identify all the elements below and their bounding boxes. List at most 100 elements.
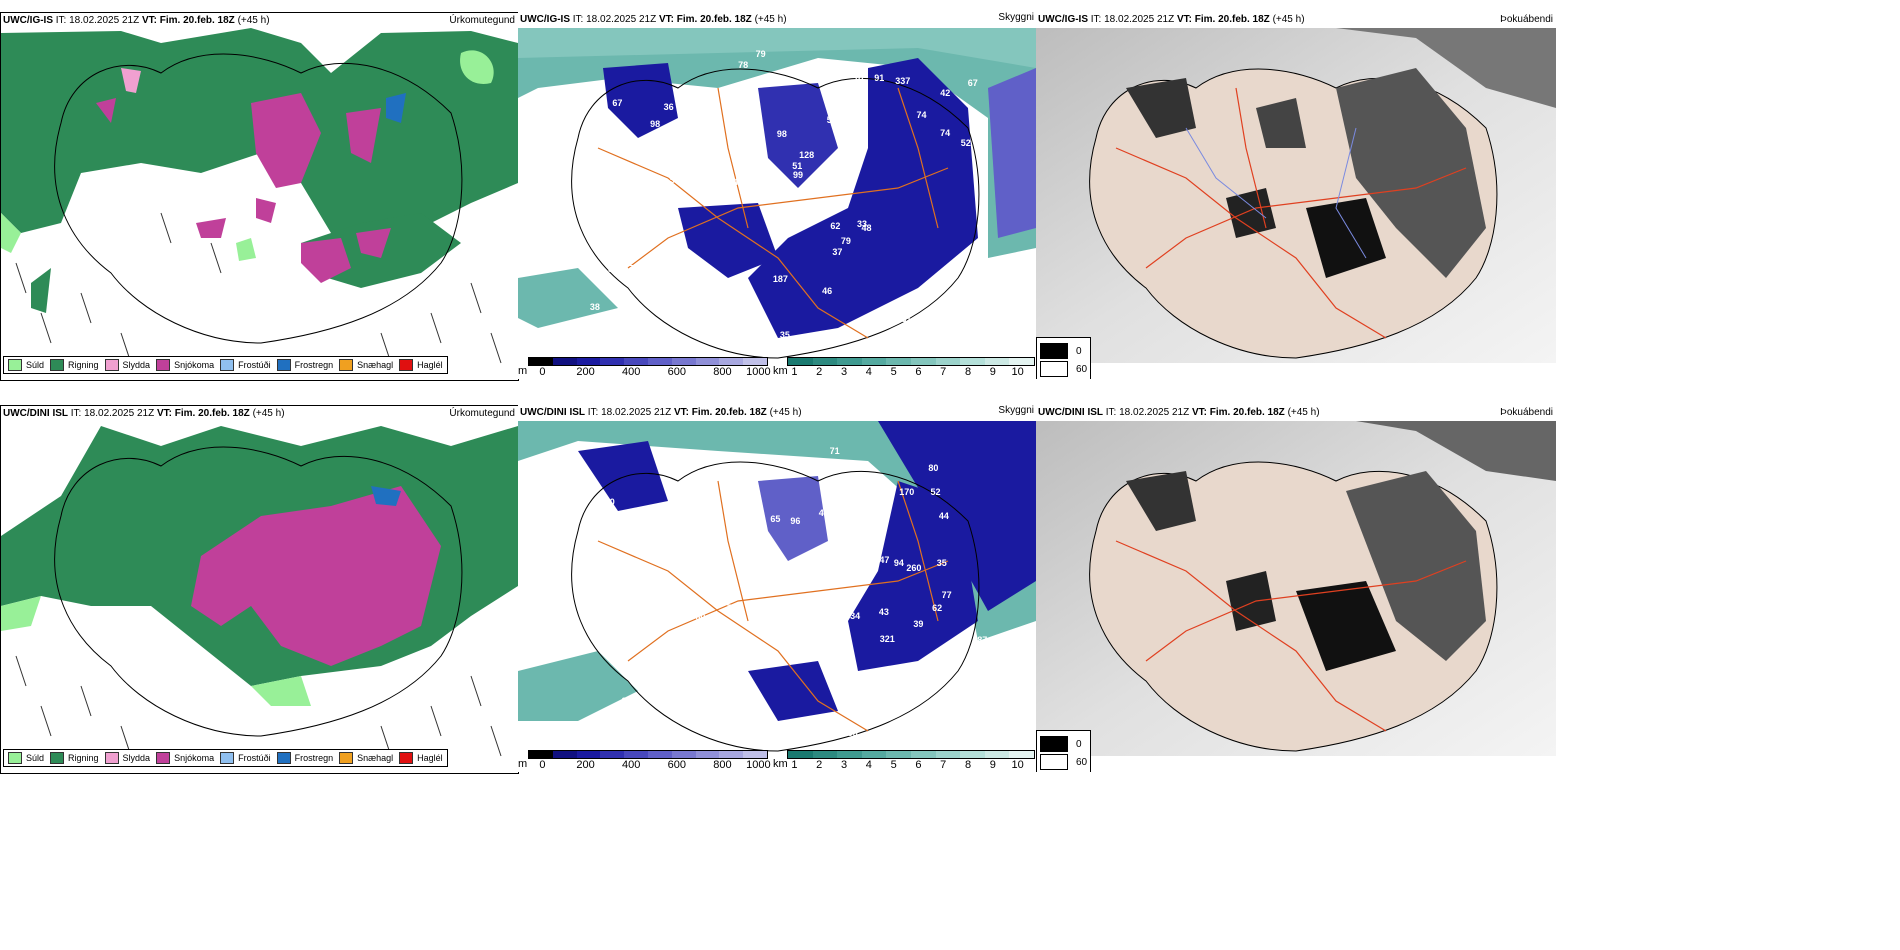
legend-item: Snjókoma	[156, 359, 214, 371]
colorbar-scale	[787, 357, 1035, 366]
colorbar-step	[960, 358, 985, 365]
cloud-base-label: 73	[726, 602, 737, 613]
cloud-map	[518, 28, 1036, 363]
cloud-base-label: 36	[663, 102, 674, 113]
cloud-base-label: 35	[687, 137, 698, 148]
colorbar-step	[624, 751, 648, 758]
cloud-base-label: 35	[777, 638, 788, 649]
legend-label: Slydda	[122, 360, 151, 370]
cloud-base-label: 147	[874, 554, 890, 565]
legend-swatch	[399, 752, 414, 764]
legend-item: Frostregn	[276, 359, 333, 371]
cloud-base-label: 47	[834, 463, 845, 474]
legend-item: Slydda	[104, 359, 151, 371]
cloud-base-label: 42	[733, 177, 744, 188]
fog-legend-row: 0	[1040, 343, 1087, 359]
legend-label: Rigning	[68, 360, 99, 370]
model-name: UWC/DINI ISL	[3, 408, 68, 419]
valid-time: Fim. 20.feb. 18Z	[676, 14, 752, 25]
colorbar-step	[624, 358, 648, 365]
colorbar-tick: 2	[816, 366, 823, 378]
fog-panel-bottom: UWC/DINI ISL IT: 18.02.2025 21Z VT: Fim.…	[1036, 405, 1556, 772]
legend-swatch	[156, 752, 171, 764]
cloud-base-label: 39	[913, 618, 924, 629]
colorbar-step	[647, 358, 672, 365]
legend-label: Snæhagl	[357, 360, 394, 370]
legend-swatch	[220, 359, 235, 371]
cloud-base-label: 40	[738, 160, 749, 171]
init-time: 18.02.2025 21Z	[601, 407, 672, 418]
panel-header: UWC/IG-IS IT: 18.02.2025 21Z VT: Fim. 20…	[1036, 12, 1556, 28]
colorbar-ticks: 1 2 3 4 5 6 7 8 9 10	[787, 366, 1035, 378]
legend-item: Slydda	[104, 752, 150, 764]
cloud-base-label: 2132	[578, 594, 599, 605]
colorbar-tick: 5	[890, 366, 897, 378]
cloud-base-label: 47	[621, 608, 632, 619]
legend-item: Frostúði	[220, 752, 271, 764]
panel-title: Þokuábendi	[1500, 407, 1553, 418]
colorbar-step	[600, 358, 625, 365]
fog-panel-top: UWC/IG-IS IT: 18.02.2025 21Z VT: Fim. 20…	[1036, 12, 1556, 379]
cloud-base-label: 119	[583, 136, 599, 147]
cloud-base-label: 99	[792, 169, 803, 180]
panel-title: Þokuábendi	[1500, 14, 1553, 25]
panel-title: Úrkomutegund	[449, 408, 515, 419]
cloud-base-label: 87	[977, 634, 988, 645]
colorbar-step	[743, 358, 767, 365]
cloud-base-label: 46	[626, 319, 637, 330]
cloud-base-label: 43	[746, 101, 757, 112]
cloud-base-label: 16	[628, 529, 639, 540]
cloud-base-label: 98	[650, 119, 661, 130]
cloud-base-label: 50	[604, 496, 615, 507]
init-time-label: IT:	[572, 14, 584, 25]
legend-label: Snjókoma	[174, 753, 215, 763]
colorbar-tick: 200	[576, 759, 595, 771]
cloud-base-label: 71	[829, 445, 840, 456]
colorbar-tick: 8	[964, 759, 972, 771]
legend-item: Snjókoma	[156, 752, 214, 764]
colorbar-tick: 10	[1011, 759, 1024, 771]
colorbar-step	[695, 751, 720, 758]
cloud-base-label: 38	[589, 302, 600, 313]
cloud-base-label: 74	[940, 127, 951, 138]
colorbar-tick: 5	[890, 759, 897, 771]
colorbar-step	[837, 358, 862, 365]
cloud-base-label: 426	[736, 705, 752, 716]
panel-header: UWC/DINI ISL IT: 18.02.2025 21Z VT: Fim.…	[1, 406, 518, 422]
colorbar-scale	[528, 750, 768, 759]
colorbar-tick: 600	[667, 759, 686, 771]
fog-legend-swatch	[1040, 736, 1068, 752]
cloud-base-label: 47	[649, 274, 660, 285]
cloud-panel-bottom: UWC/DINI ISL IT: 18.02.2025 21Z VT: Fim.…	[518, 405, 1036, 772]
cloud-base-label: 80	[928, 462, 939, 473]
model-name: UWC/DINI ISL	[520, 407, 585, 418]
panel-title: Skyggni	[998, 405, 1034, 416]
legend-label: Snjókoma	[174, 360, 215, 370]
legend-label: Haglél	[417, 753, 443, 763]
fog-legend-row: 60	[1040, 361, 1087, 377]
colorbar-step	[576, 358, 601, 365]
colorbar-unit: m	[518, 365, 528, 377]
cloud-base-label: 260	[906, 562, 922, 573]
cloud-base-label: 51	[740, 286, 751, 297]
precip-legend: Súld Rigning Slydda Snjókoma Frostúði Fr…	[3, 356, 448, 374]
precip-panel-top: UWC/IG-IS IT: 18.02.2025 21Z VT: Fim. 20…	[0, 12, 519, 381]
cloud-base-label: 67	[612, 98, 623, 109]
colorbar-tick: 600	[667, 366, 686, 378]
panel-header: UWC/IG-IS IT: 18.02.2025 21Z VT: Fim. 20…	[1, 13, 518, 29]
valid-time-label: VT:	[156, 408, 172, 419]
cloud-base-label: 43	[818, 508, 829, 519]
colorbar-unit: km	[773, 758, 788, 770]
cloud-base-label: 52	[893, 704, 904, 715]
colorbar-step	[960, 751, 985, 758]
cloud-base-label: 36	[644, 147, 655, 158]
legend-swatch	[50, 359, 65, 371]
init-time: 18.02.2025 21Z	[69, 15, 140, 26]
fog-legend-label: 60	[1076, 756, 1088, 768]
colorbar-step	[552, 751, 577, 758]
legend-swatch	[8, 752, 22, 764]
valid-time-label: VT:	[141, 15, 157, 26]
cloud-base-label: 51	[792, 161, 803, 172]
colorbar-tick: 400	[622, 759, 641, 771]
cloud-base-label: 67	[967, 78, 978, 89]
